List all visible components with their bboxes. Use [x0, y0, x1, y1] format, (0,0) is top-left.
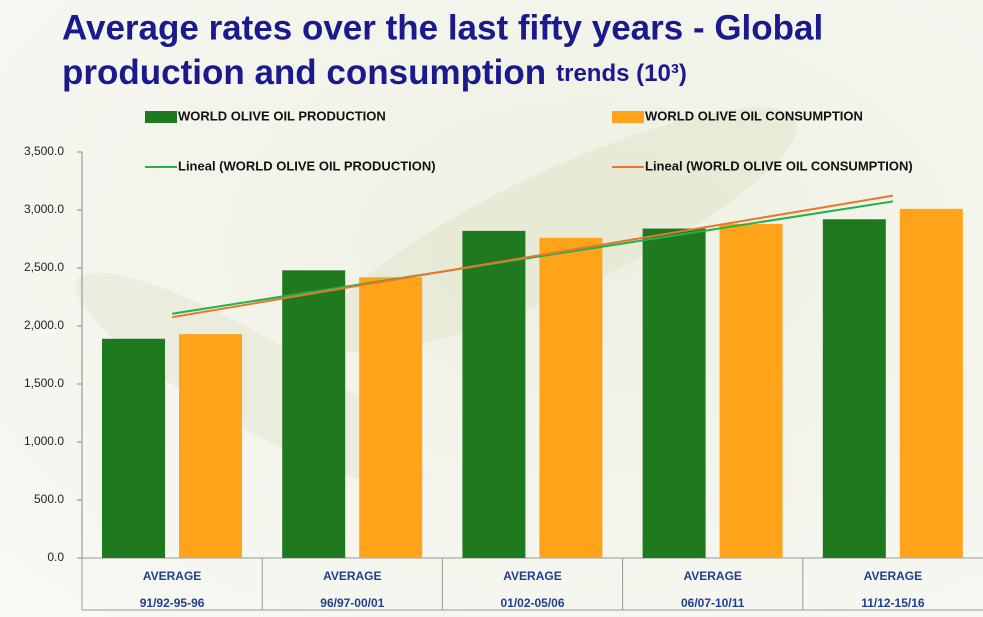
y-tick-label: 3,500.0 — [24, 144, 64, 158]
bar — [823, 219, 886, 558]
x-tick-label: AVERAGE — [503, 569, 561, 583]
bar — [539, 238, 602, 558]
chart: Average rates over the last fifty years … — [0, 0, 983, 617]
chart-title: production and consumption — [62, 53, 546, 92]
y-tick-label: 0.0 — [47, 550, 64, 564]
legend-swatch — [145, 111, 177, 123]
x-tick-label: 06/07-10/11 — [681, 596, 745, 610]
y-tick-label: 1,000.0 — [24, 434, 64, 448]
legend-label: Lineal (WORLD OLIVE OIL PRODUCTION) — [178, 158, 436, 173]
x-tick-label: AVERAGE — [143, 569, 201, 583]
x-tick-label: AVERAGE — [683, 569, 741, 583]
x-tick-label: AVERAGE — [323, 569, 381, 583]
x-tick-label: 11/12-15/16 — [861, 596, 925, 610]
legend-label: Lineal (WORLD OLIVE OIL CONSUMPTION) — [645, 158, 913, 173]
bar — [102, 339, 165, 558]
bar — [462, 231, 525, 558]
bar — [282, 270, 345, 558]
bar — [643, 229, 706, 558]
bar — [900, 209, 963, 558]
page: {"chart_data": { "type": "bar", "title":… — [0, 0, 983, 617]
legend-label: WORLD OLIVE OIL CONSUMPTION — [645, 108, 863, 123]
bar — [720, 224, 783, 558]
chart-title: trends (10³) — [556, 60, 687, 87]
y-tick-label: 1,500.0 — [24, 376, 64, 390]
x-tick-label: 91/92-95-96 — [140, 596, 205, 610]
x-tick-label: 01/02-05/06 — [500, 596, 564, 610]
legend-swatch — [612, 111, 644, 123]
bar — [179, 334, 242, 558]
y-tick-label: 2,000.0 — [24, 318, 64, 332]
y-tick-label: 500.0 — [34, 492, 64, 506]
x-tick-label: AVERAGE — [864, 569, 922, 583]
chart-title: Average rates over the last fifty years … — [62, 8, 823, 47]
x-tick-label: 96/97-00/01 — [320, 596, 384, 610]
bar — [359, 277, 422, 558]
y-tick-label: 3,000.0 — [24, 202, 64, 216]
legend-label: WORLD OLIVE OIL PRODUCTION — [178, 108, 386, 123]
y-tick-label: 2,500.0 — [24, 260, 64, 274]
